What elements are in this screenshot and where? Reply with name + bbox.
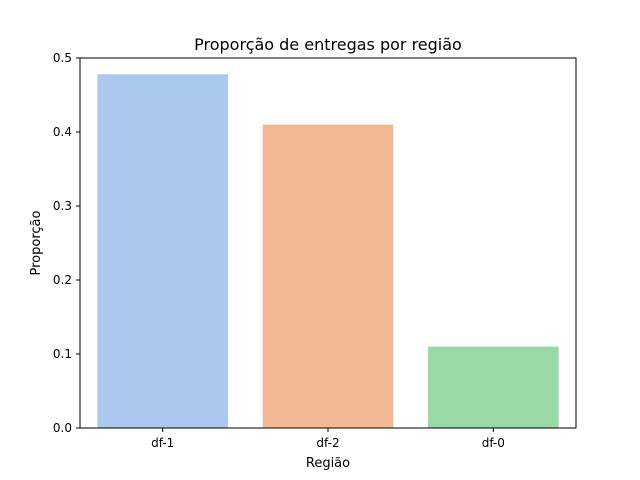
x-axis-label: Região (306, 456, 350, 471)
bar-df-2 (262, 124, 394, 428)
chart-title: Proporção de entregas por região (194, 35, 462, 54)
y-tick-label: 0.3 (53, 199, 72, 213)
bars-group (97, 74, 559, 428)
bar-df-0 (428, 346, 559, 428)
bar-df-1 (97, 74, 228, 428)
y-axis-label: Proporção (29, 210, 44, 275)
y-tick-label: 0.4 (53, 125, 72, 139)
y-tick-label: 0.2 (53, 273, 72, 287)
x-tick-label: df-2 (316, 436, 339, 450)
x-tick-label: df-0 (482, 436, 505, 450)
x-axis-ticks: df-1 df-2 df-0 (151, 428, 505, 450)
y-tick-label: 0.5 (53, 51, 72, 65)
y-axis-ticks: 0.0 0.1 0.2 0.3 0.4 0.5 (53, 51, 80, 435)
y-tick-label: 0.0 (53, 421, 72, 435)
x-tick-label: df-1 (151, 436, 174, 450)
y-tick-label: 0.1 (53, 347, 72, 361)
